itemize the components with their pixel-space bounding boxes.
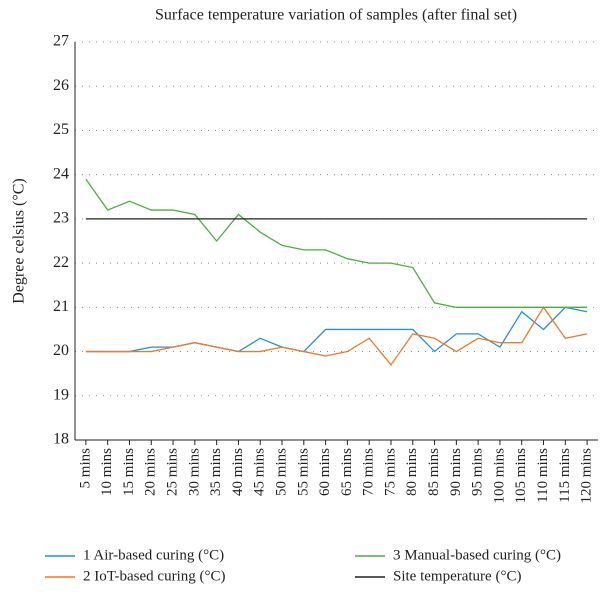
y-tick-label: 23 — [53, 210, 69, 227]
x-tick-label: 40 mins — [230, 448, 246, 496]
chart-title: Surface temperature variation of samples… — [155, 7, 517, 24]
x-tick-label: 95 mins — [470, 448, 486, 496]
legend-label: 3 Manual-based curing (°C) — [393, 547, 561, 563]
y-tick-label: 21 — [53, 298, 69, 315]
legend-label: Site temperature (°C) — [393, 568, 521, 584]
x-tick-label: 75 mins — [382, 448, 398, 496]
x-tick-label: 90 mins — [448, 448, 464, 496]
series-line — [85, 178, 588, 308]
x-tick-label: 50 mins — [273, 448, 289, 496]
x-tick-label: 70 mins — [361, 448, 377, 496]
legend-label: 2 IoT-based curing (°C) — [83, 568, 226, 584]
y-tick-label: 24 — [53, 165, 69, 182]
y-tick-label: 18 — [53, 431, 69, 448]
y-tick-label: 26 — [53, 77, 69, 94]
x-tick-label: 80 mins — [404, 448, 420, 496]
x-tick-label: 25 mins — [165, 448, 181, 496]
x-tick-label: 105 mins — [513, 448, 529, 504]
x-tick-label: 115 mins — [557, 448, 573, 503]
x-tick-label: 35 mins — [208, 448, 224, 496]
x-tick-label: 120 mins — [579, 448, 595, 504]
series-line — [85, 306, 588, 366]
x-tick-label: 100 mins — [491, 448, 507, 504]
x-tick-label: 85 mins — [426, 448, 442, 496]
y-tick-label: 19 — [53, 386, 69, 403]
y-tick-label: 20 — [53, 342, 69, 359]
x-tick-label: 30 mins — [186, 448, 202, 496]
series-line — [85, 306, 588, 353]
x-tick-label: 15 mins — [121, 448, 137, 496]
y-tick-label: 27 — [53, 33, 69, 50]
x-tick-label: 20 mins — [143, 448, 159, 496]
x-tick-label: 60 mins — [317, 448, 333, 496]
y-tick-label: 25 — [53, 121, 69, 138]
y-tick-label: 22 — [53, 254, 69, 271]
y-axis-label: Degree celsius (°C) — [11, 178, 28, 303]
x-tick-label: 5 mins — [77, 448, 93, 489]
x-tick-label: 10 mins — [99, 448, 115, 496]
x-tick-label: 65 mins — [339, 448, 355, 496]
x-tick-label: 55 mins — [295, 448, 311, 496]
x-tick-label: 45 mins — [252, 448, 268, 496]
x-tick-label: 110 mins — [535, 448, 551, 503]
legend-label: 1 Air-based curing (°C) — [83, 547, 224, 563]
